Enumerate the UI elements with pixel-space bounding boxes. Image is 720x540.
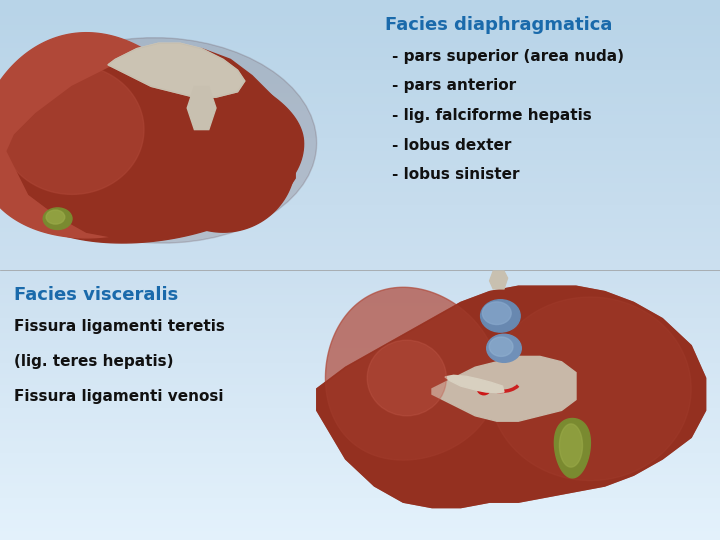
Polygon shape xyxy=(187,86,216,130)
Polygon shape xyxy=(325,287,498,460)
Ellipse shape xyxy=(43,208,72,230)
Ellipse shape xyxy=(367,340,446,416)
Polygon shape xyxy=(151,92,295,232)
Text: - pars anterior: - pars anterior xyxy=(392,78,516,93)
Ellipse shape xyxy=(0,43,209,238)
Polygon shape xyxy=(108,43,245,97)
Polygon shape xyxy=(317,286,706,508)
Ellipse shape xyxy=(0,38,317,243)
Text: Fissura ligamenti venosi: Fissura ligamenti venosi xyxy=(14,389,224,404)
Text: Facies visceralis: Facies visceralis xyxy=(14,286,179,304)
Ellipse shape xyxy=(151,97,281,216)
Polygon shape xyxy=(554,418,590,478)
Ellipse shape xyxy=(46,210,65,224)
Polygon shape xyxy=(445,375,504,393)
Ellipse shape xyxy=(481,300,520,332)
Text: - lig. falciforme hepatis: - lig. falciforme hepatis xyxy=(392,108,592,123)
Ellipse shape xyxy=(477,383,490,395)
Polygon shape xyxy=(108,43,245,97)
Ellipse shape xyxy=(487,334,521,362)
Text: - lobus dexter: - lobus dexter xyxy=(392,138,512,153)
Text: Facies diaphragmatica: Facies diaphragmatica xyxy=(385,16,613,34)
Polygon shape xyxy=(0,53,304,243)
Text: Fissura ligamenti teretis: Fissura ligamenti teretis xyxy=(14,319,225,334)
Text: - pars superior (area nuda): - pars superior (area nuda) xyxy=(392,49,624,64)
Text: - lobus sinister: - lobus sinister xyxy=(392,167,520,183)
Polygon shape xyxy=(432,356,576,421)
Polygon shape xyxy=(490,297,691,481)
Polygon shape xyxy=(0,33,208,238)
Polygon shape xyxy=(490,271,508,289)
Ellipse shape xyxy=(482,302,511,325)
Polygon shape xyxy=(0,65,144,194)
Polygon shape xyxy=(559,424,582,467)
Text: (lig. teres hepatis): (lig. teres hepatis) xyxy=(14,354,174,369)
Polygon shape xyxy=(317,286,706,508)
Ellipse shape xyxy=(490,337,513,356)
Polygon shape xyxy=(194,97,295,221)
Polygon shape xyxy=(7,49,288,238)
